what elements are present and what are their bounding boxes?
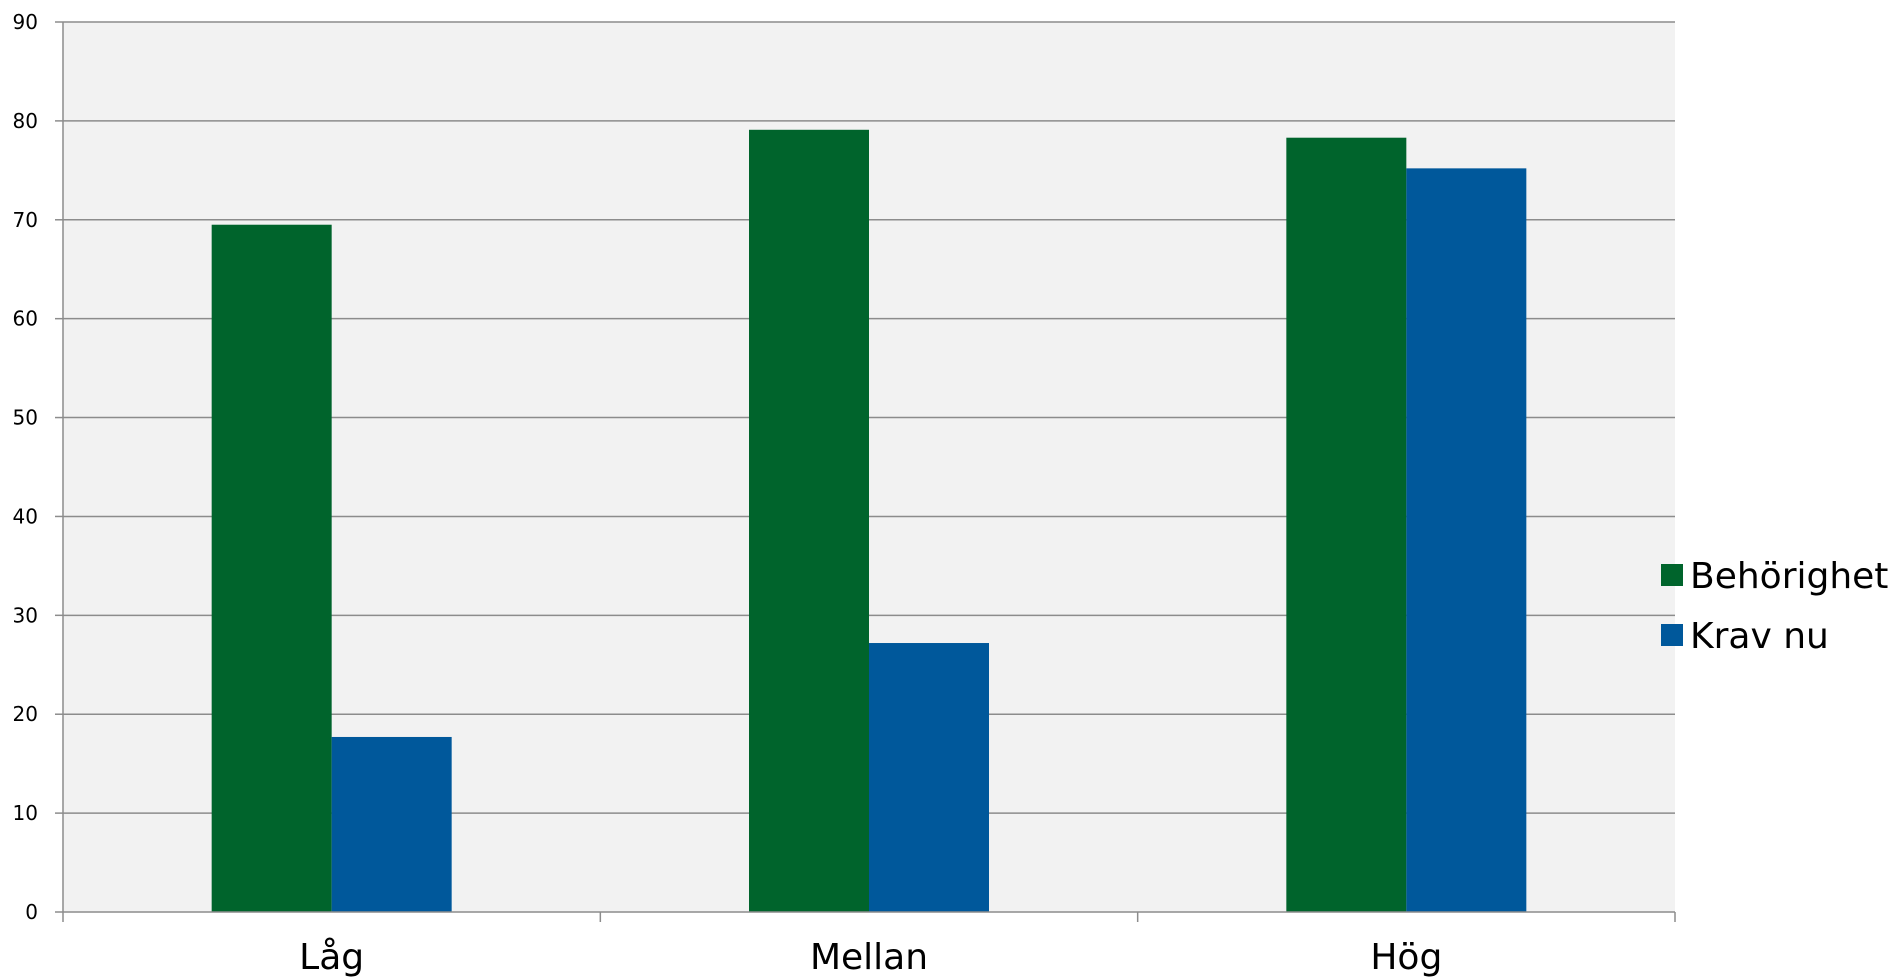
bar-krav-nu: [1406, 168, 1527, 912]
x-category-label: Mellan: [810, 937, 928, 978]
bars: [211, 129, 1527, 913]
x-category-label: Låg: [299, 937, 364, 978]
y-tick-label: 30: [13, 603, 38, 627]
x-category-label: Hög: [1370, 937, 1442, 978]
y-tick-label: 70: [13, 208, 38, 232]
legend-swatch: [1661, 624, 1683, 646]
y-tick-label: 90: [13, 10, 38, 34]
y-tick-label: 50: [13, 406, 38, 430]
bar-behorighet: [749, 129, 869, 913]
y-tick-label: 20: [13, 702, 38, 726]
y-tick-label: 60: [13, 307, 38, 331]
y-tick-label: 10: [13, 801, 38, 825]
y-tick-label: 40: [13, 504, 38, 528]
x-axis-labels: Låg Mellan Hög: [299, 937, 1442, 978]
y-axis-ticks: 0 10 20 30 40 50 60 70 80 90: [13, 10, 63, 924]
axes: [62, 22, 1676, 922]
bar-behorighet: [1286, 137, 1407, 912]
y-tick-label: 0: [25, 900, 38, 924]
legend-label: Behörighet: [1690, 556, 1888, 597]
bar-krav-nu: [331, 736, 452, 912]
bar-behorighet: [211, 224, 332, 912]
legend: Behörighet Krav nu: [1661, 556, 1888, 657]
bar-krav-nu: [869, 643, 989, 912]
y-tick-label: 80: [13, 109, 38, 133]
legend-swatch: [1661, 564, 1683, 586]
legend-label: Krav nu: [1690, 616, 1829, 657]
